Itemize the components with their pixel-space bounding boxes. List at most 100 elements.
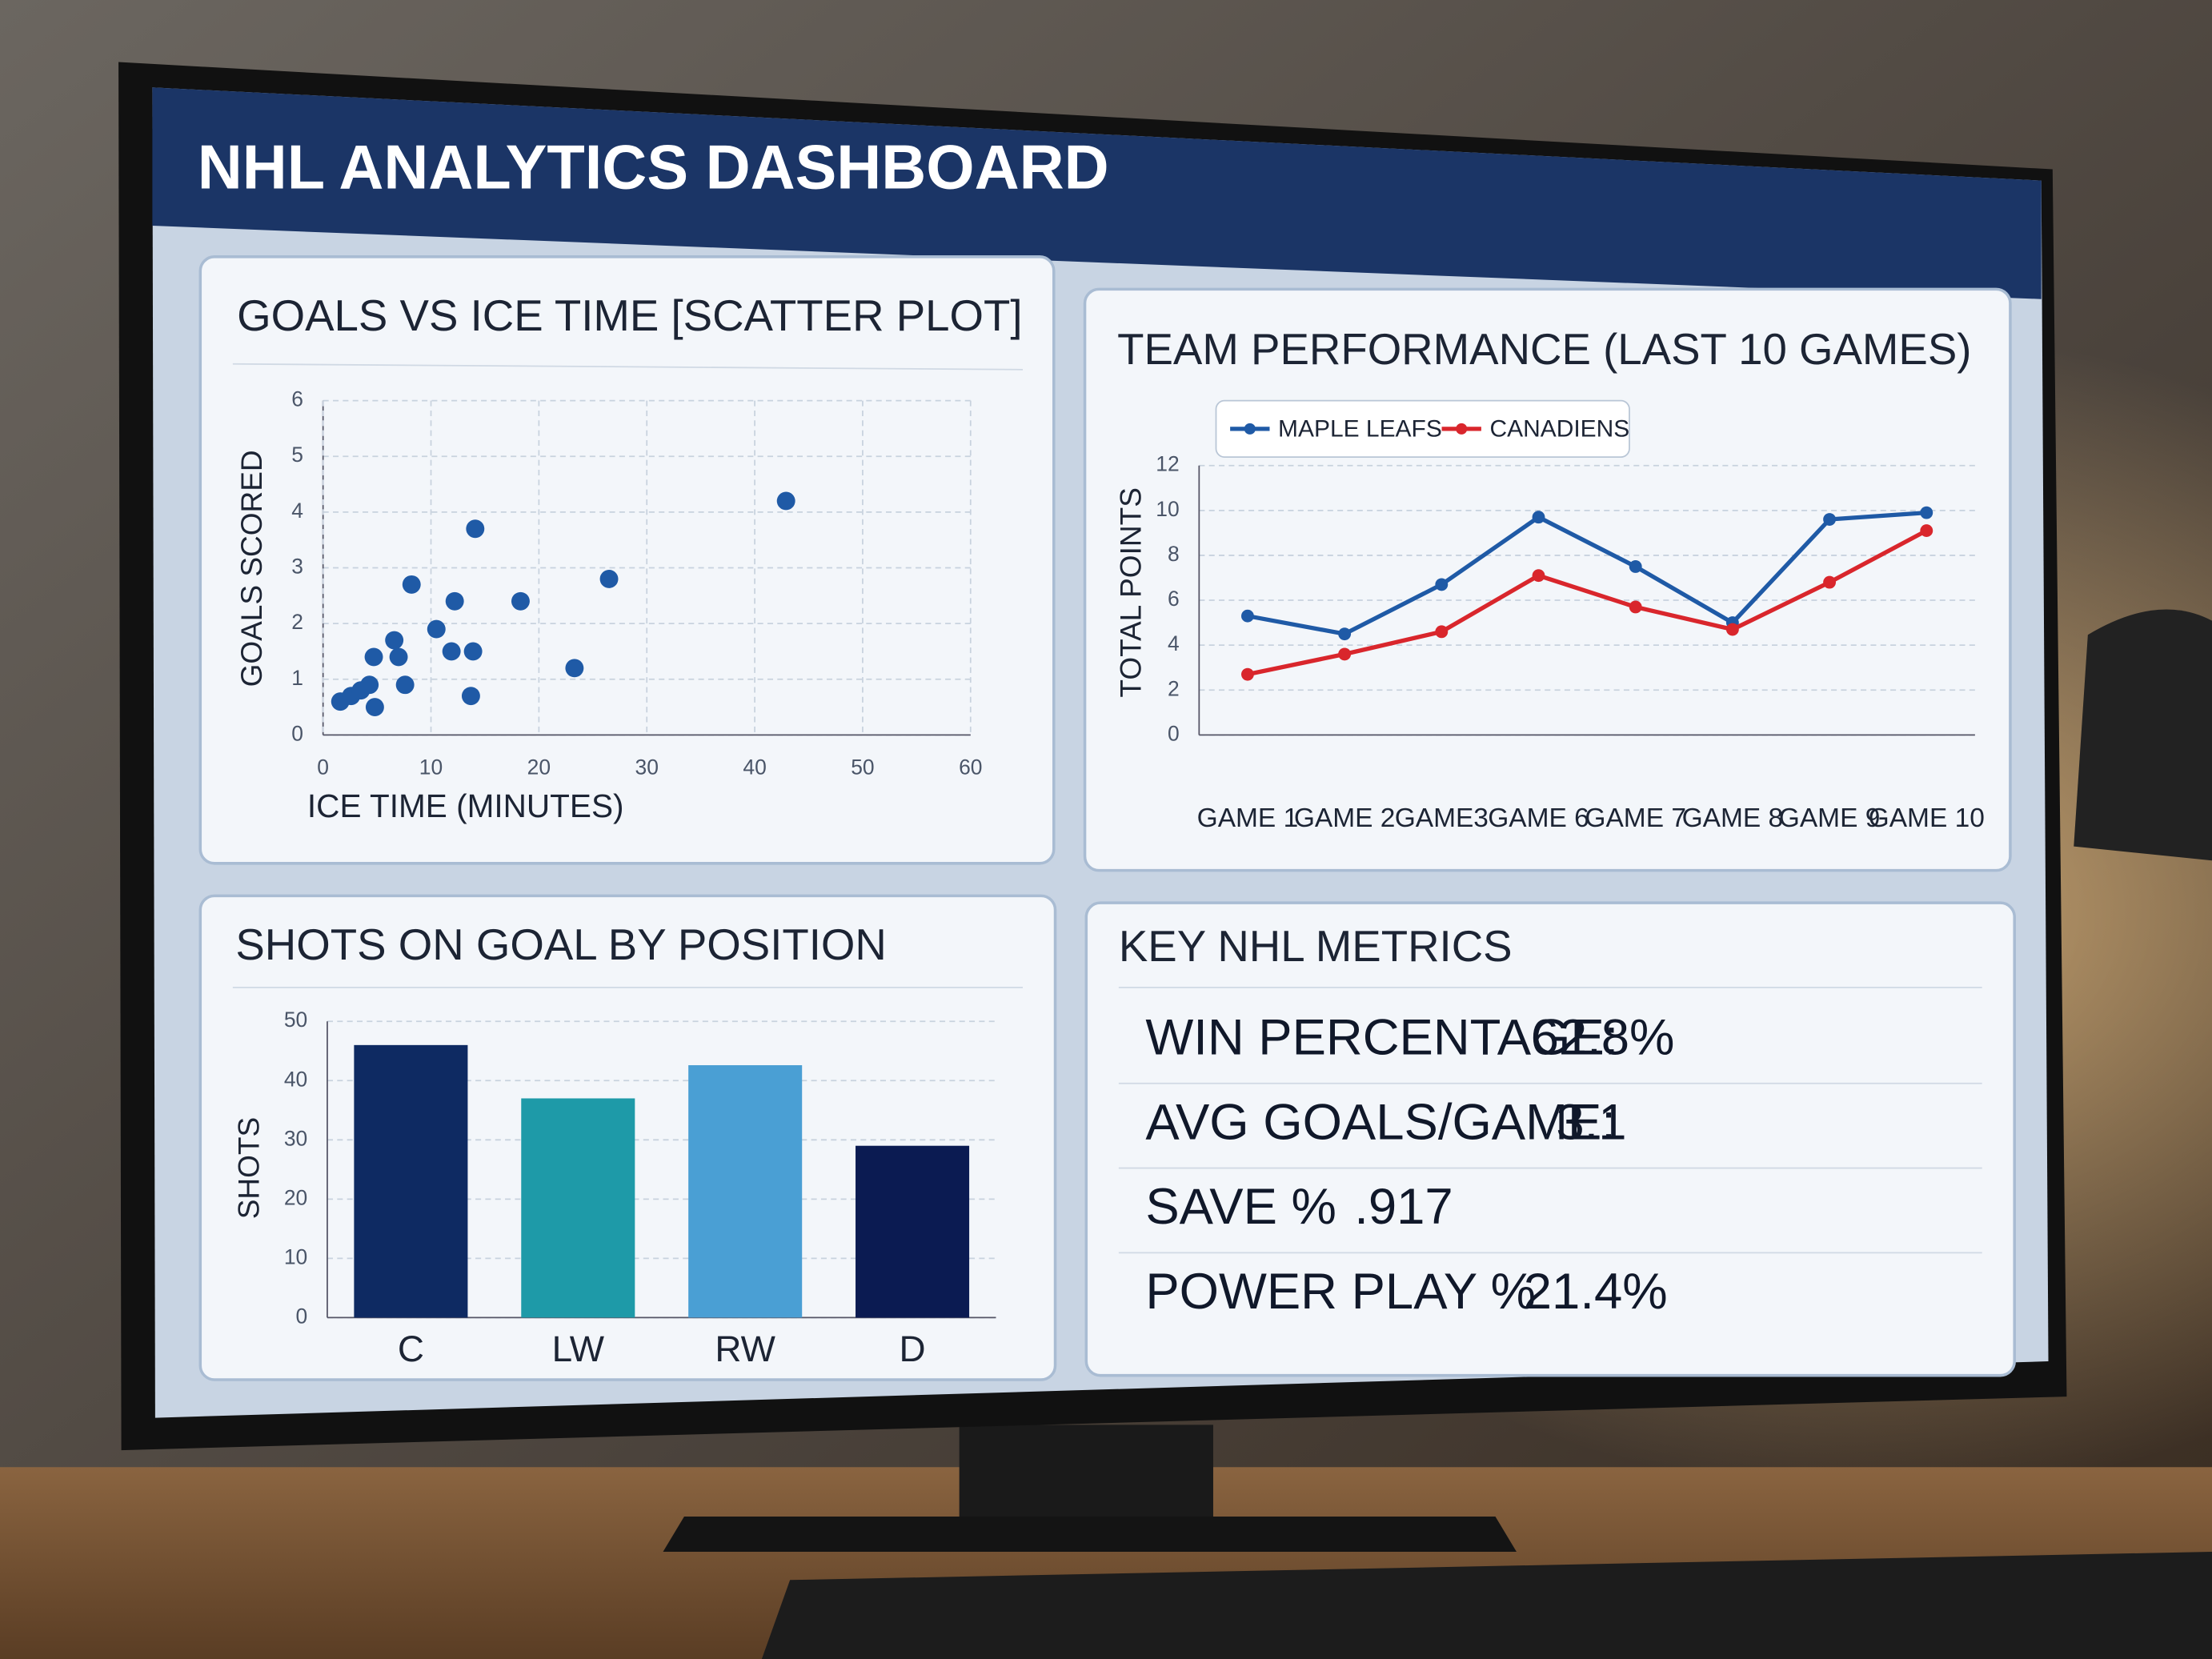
series-point	[1532, 511, 1545, 524]
series-point	[1920, 524, 1933, 538]
scatter-point	[565, 659, 584, 678]
monitor-base	[663, 1516, 1517, 1553]
x-tick-label: 30	[635, 755, 659, 779]
y-tick-label: 4	[1168, 631, 1180, 655]
legend-label: CANADIENS	[1489, 416, 1629, 443]
x-tick-label: GAME 7	[1585, 803, 1686, 833]
panel-title: KEY NHL METRICS	[1119, 922, 1513, 971]
series-point	[1823, 513, 1837, 526]
scatter-point	[389, 647, 408, 667]
scatter-point	[442, 642, 461, 661]
metric-value: 3.1	[1556, 1094, 1626, 1150]
bar	[688, 1065, 803, 1318]
y-tick-label: 50	[284, 1008, 307, 1032]
metrics-panel	[1084, 901, 2016, 1377]
x-tick-label: GAME 2	[1294, 803, 1396, 833]
x-tick-label: 40	[743, 755, 766, 779]
metric-label: SAVE %	[1145, 1179, 1336, 1235]
scatter-point	[364, 647, 383, 667]
y-tick-label: 5	[291, 443, 303, 467]
series-point	[1629, 600, 1642, 614]
x-tick-label: GAME 9	[1779, 803, 1881, 833]
scatter-point	[402, 575, 421, 594]
scatter-point	[461, 687, 480, 706]
y-axis-label: GOALS SCORED	[234, 450, 268, 687]
bar	[354, 1044, 468, 1318]
metric-label: POWER PLAY %	[1145, 1264, 1536, 1320]
series-point	[1241, 667, 1254, 681]
x-tick-label: GAME3	[1395, 803, 1489, 833]
x-tick-label: 20	[527, 755, 551, 779]
metric-label: WIN PERCENTAGE:	[1145, 1010, 1618, 1066]
y-tick-label: 0	[296, 1304, 308, 1328]
bar	[856, 1145, 970, 1318]
scatter-point	[463, 642, 483, 661]
scatter-point	[427, 619, 446, 639]
y-axis-label: TOTAL POINTS	[1113, 487, 1147, 697]
legend-label: MAPLE LEAFS	[1278, 416, 1442, 443]
dashboard-title: NHL ANALYTICS DASHBOARD	[198, 134, 1109, 202]
series-point	[1725, 623, 1739, 636]
legend-swatch	[1244, 423, 1256, 435]
panel-title: SHOTS ON GOAL BY POSITION	[235, 920, 886, 969]
monitor-stand	[959, 1425, 1213, 1524]
metric-value: 21.4%	[1524, 1264, 1668, 1320]
series-point	[1435, 578, 1449, 591]
x-tick-label: RW	[715, 1328, 775, 1369]
series-point	[1338, 647, 1352, 661]
series-line	[1247, 528, 1928, 677]
panel-title: TEAM PERFORMANCE (LAST 10 GAMES)	[1117, 325, 1971, 374]
y-tick-label: 8	[1168, 542, 1180, 566]
scatter-point	[599, 569, 619, 588]
lamp	[2074, 609, 2212, 861]
x-axis-label: ICE TIME (MINUTES)	[307, 787, 624, 824]
metric-value: .917	[1354, 1179, 1453, 1235]
x-tick-label: GAME 10	[1869, 803, 1985, 833]
x-tick-label: 60	[959, 755, 982, 779]
y-tick-label: 6	[291, 387, 303, 411]
x-tick-label: 10	[419, 755, 443, 779]
series-point	[1920, 506, 1933, 519]
x-tick-label: 50	[851, 755, 874, 779]
series-point	[1241, 609, 1254, 623]
series-point	[1338, 627, 1352, 641]
y-tick-label: 1	[291, 666, 303, 690]
legend-swatch	[1456, 423, 1468, 435]
scatter-panel	[198, 255, 1056, 865]
panel-title: GOALS VS ICE TIME [SCATTER PLOT]	[237, 291, 1022, 340]
bar	[521, 1098, 635, 1318]
y-tick-label: 3	[291, 554, 303, 578]
scatter-point	[360, 675, 379, 695]
metrics-list: WIN PERCENTAGE:62.8% AVG GOALS/GAME:3.1 SA…	[1118, 1010, 1982, 1320]
y-tick-label: 40	[284, 1067, 307, 1091]
y-tick-label: 2	[291, 610, 303, 634]
x-tick-label: GAME 1	[1197, 803, 1299, 833]
y-tick-label: 0	[291, 721, 303, 745]
scatter-point	[385, 631, 404, 650]
series-point	[1823, 575, 1837, 589]
x-tick-label: LW	[552, 1328, 605, 1369]
metric-label: AVG GOALS/GAME:	[1145, 1094, 1616, 1150]
x-tick-label: GAME 8	[1682, 803, 1784, 833]
header-bar	[152, 87, 2042, 299]
y-axis-label: SHOTS	[232, 1117, 266, 1219]
legend-box	[1215, 399, 1630, 459]
divider	[232, 363, 1024, 371]
x-tick-label: GAME 6	[1488, 803, 1589, 833]
scatter-point	[445, 591, 464, 611]
series-line	[1247, 510, 1927, 636]
y-tick-label: 12	[1156, 452, 1179, 476]
x-tick-label: C	[398, 1328, 424, 1369]
scatter-point	[466, 519, 485, 539]
series-point	[1629, 560, 1642, 573]
y-tick-label: 4	[291, 499, 303, 523]
x-tick-label: 0	[317, 755, 329, 779]
y-tick-label: 20	[284, 1185, 307, 1209]
scatter-point	[511, 591, 530, 611]
y-tick-label: 10	[284, 1244, 307, 1268]
series-point	[1435, 625, 1449, 639]
y-tick-label: 10	[1156, 497, 1179, 521]
metric-value: 62.8%	[1531, 1010, 1675, 1066]
